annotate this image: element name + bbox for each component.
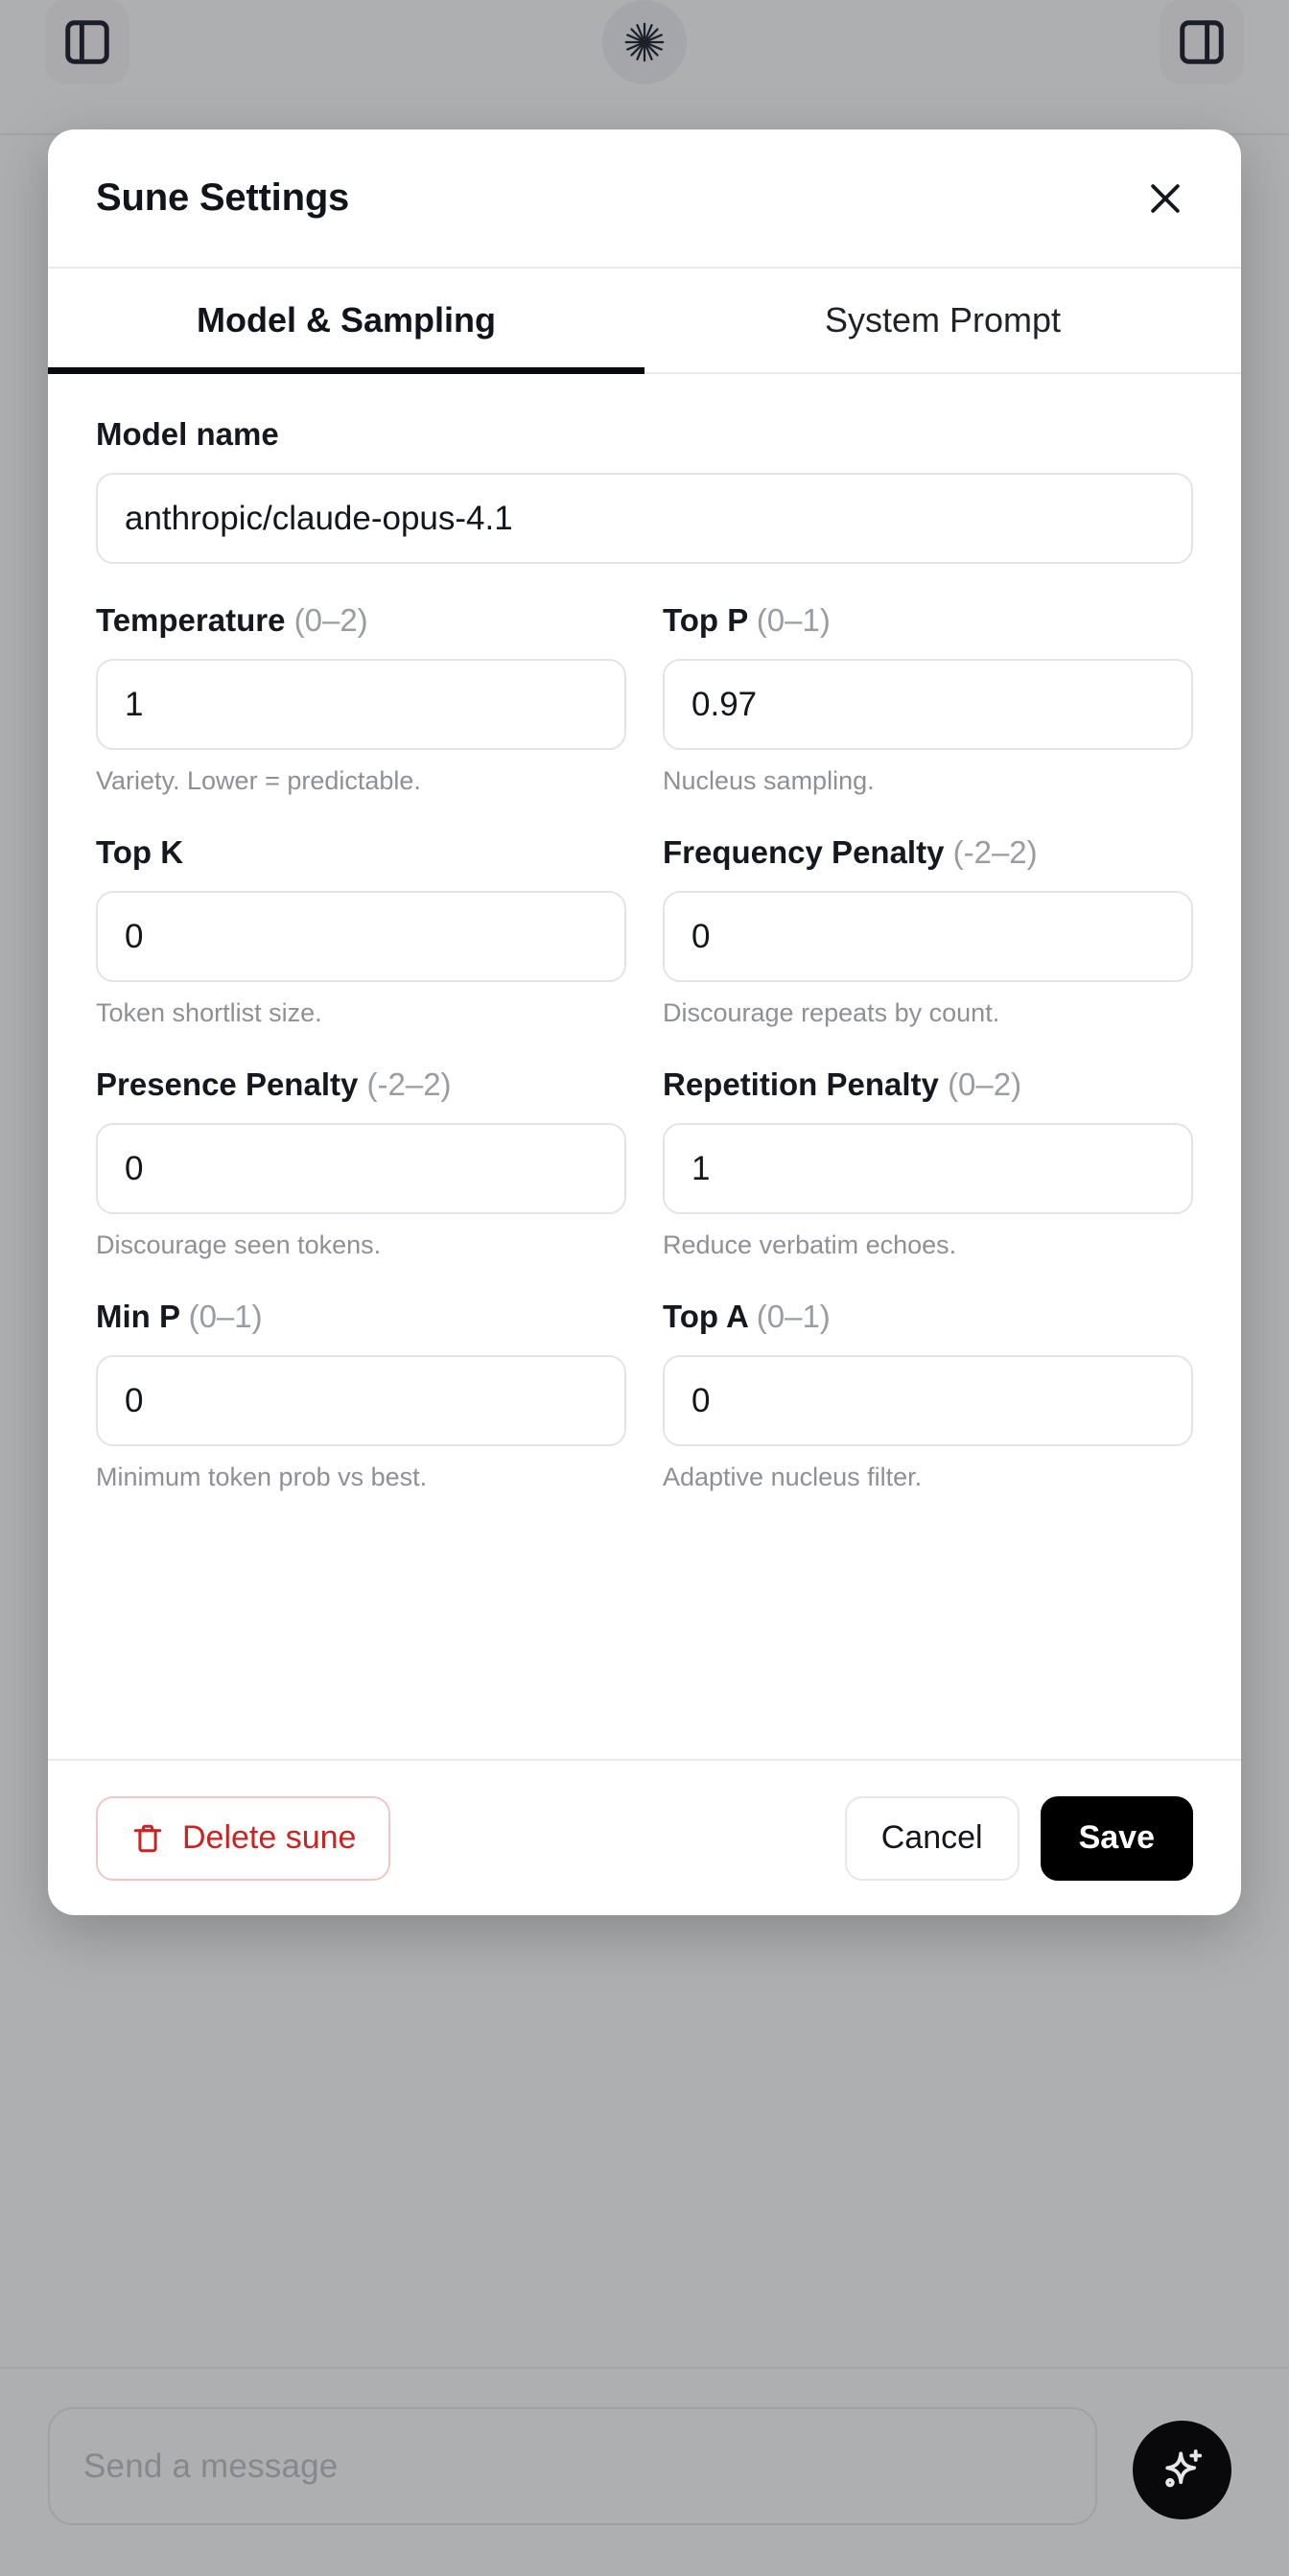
field-temperature: Temperature (0–2) 1 Variety. Lower = pre… [96,602,626,796]
message-input-placeholder: Send a message [83,2447,339,2485]
close-dialog-button[interactable] [1136,169,1195,228]
dialog-body: Model name anthropic/claude-opus-4.1 Tem… [48,374,1241,1759]
save-label: Save [1078,1819,1155,1856]
field-label: Top P (0–1) [663,602,1193,639]
field-range: (0–1) [756,1299,831,1334]
input-value: 1 [691,1149,711,1187]
panel-right-icon [1176,16,1228,68]
field-label-text: Min P [96,1299,180,1334]
field-top-p: Top P (0–1) 0.97 Nucleus sampling. [663,602,1193,796]
close-icon [1144,177,1186,220]
field-hint: Reduce verbatim echoes. [663,1230,957,1259]
field-hint: Discourage repeats by count. [663,998,1000,1027]
dialog-tabs: Model & Sampling System Prompt [48,269,1241,374]
cancel-label: Cancel [880,1819,983,1856]
field-row: Top K 0 Token shortlist size. Frequency … [96,834,1193,1028]
dialog-header: Sune Settings [48,129,1241,269]
field-label-text: Temperature [96,602,286,638]
dialog-title: Sune Settings [96,176,350,219]
message-input[interactable]: Send a message [48,2407,1097,2525]
input-value: 0 [125,1149,144,1187]
field-label: Temperature (0–2) [96,602,626,639]
toggle-right-sidebar-button[interactable] [1160,0,1244,84]
field-label: Min P (0–1) [96,1299,626,1335]
field-label-text: Top A [663,1299,748,1334]
field-label: Top K [96,834,626,871]
field-label: Model name [96,416,279,452]
field-range: (0–2) [948,1066,1022,1102]
tab-label: Model & Sampling [196,300,496,340]
field-top-a: Top A (0–1) 0 Adaptive nucleus filter. [663,1299,1193,1492]
delete-sune-label: Delete sune [182,1819,357,1856]
input-value: 0.97 [691,685,758,723]
top-k-input[interactable]: 0 [96,891,626,982]
brand-starburst-button[interactable] [602,0,687,84]
field-hint: Discourage seen tokens. [96,1230,382,1259]
field-hint: Nucleus sampling. [663,766,875,795]
tab-model-and-sampling[interactable]: Model & Sampling [48,269,644,374]
field-repetition-penalty: Repetition Penalty (0–2) 1 Reduce verbat… [663,1066,1193,1260]
sune-settings-dialog: Sune Settings Model & Sampling System Pr… [48,129,1241,1915]
frequency-penalty-input[interactable]: 0 [663,891,1193,982]
model-name-input[interactable]: anthropic/claude-opus-4.1 [96,473,1193,564]
field-label-text: Frequency Penalty [663,834,945,870]
field-label: Repetition Penalty (0–2) [663,1066,1193,1103]
presence-penalty-input[interactable]: 0 [96,1123,626,1214]
save-button[interactable]: Save [1040,1795,1193,1881]
trash-icon [130,1821,165,1856]
temperature-input[interactable]: 1 [96,659,626,750]
field-range: (0–2) [293,602,368,638]
field-range: (0–1) [188,1299,263,1334]
field-label-text: Repetition Penalty [663,1066,939,1102]
repetition-penalty-input[interactable]: 1 [663,1123,1193,1214]
field-presence-penalty: Presence Penalty (-2–2) 0 Discourage see… [96,1066,626,1260]
field-label-text: Top P [663,602,748,638]
field-hint: Adaptive nucleus filter. [663,1463,923,1491]
delete-sune-button[interactable]: Delete sune [96,1795,391,1881]
input-value: 0 [691,1381,711,1419]
toggle-left-sidebar-button[interactable] [45,0,129,84]
field-label: Presence Penalty (-2–2) [96,1066,626,1103]
field-min-p: Min P (0–1) 0 Minimum token prob vs best… [96,1299,626,1492]
input-value: 1 [125,685,144,723]
field-hint: Token shortlist size. [96,998,322,1027]
top-a-input[interactable]: 0 [663,1355,1193,1446]
top-p-input[interactable]: 0.97 [663,659,1193,750]
input-value: 0 [125,917,144,955]
dialog-action-group: Cancel Save [844,1795,1193,1881]
min-p-input[interactable]: 0 [96,1355,626,1446]
field-label: Frequency Penalty (-2–2) [663,834,1193,871]
tab-label: System Prompt [824,300,1062,340]
field-range: (-2–2) [952,834,1038,870]
starburst-icon [623,21,666,63]
dialog-footer: Delete sune Cancel Save [48,1759,1241,1915]
field-hint: Minimum token prob vs best. [96,1463,428,1491]
input-value: 0 [691,917,711,955]
input-value: anthropic/claude-opus-4.1 [125,499,513,537]
field-row: Temperature (0–2) 1 Variety. Lower = pre… [96,602,1193,796]
tab-system-prompt[interactable]: System Prompt [644,269,1241,372]
send-message-button[interactable] [1133,2421,1231,2519]
field-label-text: Presence Penalty [96,1066,359,1102]
field-hint: Variety. Lower = predictable. [96,766,421,795]
field-range: (-2–2) [366,1066,452,1102]
composer-bar: Send a message [0,2367,1289,2576]
sparkles-plus-icon [1157,2445,1208,2496]
field-range: (0–1) [756,602,831,638]
field-row: Presence Penalty (-2–2) 0 Discourage see… [96,1066,1193,1260]
field-top-k: Top K 0 Token shortlist size. [96,834,626,1028]
field-model-name: Model name anthropic/claude-opus-4.1 [96,416,1193,564]
panel-left-icon [61,16,113,68]
field-label-text: Top K [96,834,184,870]
input-value: 0 [125,1381,144,1419]
field-frequency-penalty: Frequency Penalty (-2–2) 0 Discourage re… [663,834,1193,1028]
cancel-button[interactable]: Cancel [844,1795,1019,1881]
field-row: Min P (0–1) 0 Minimum token prob vs best… [96,1299,1193,1492]
field-label: Top A (0–1) [663,1299,1193,1335]
